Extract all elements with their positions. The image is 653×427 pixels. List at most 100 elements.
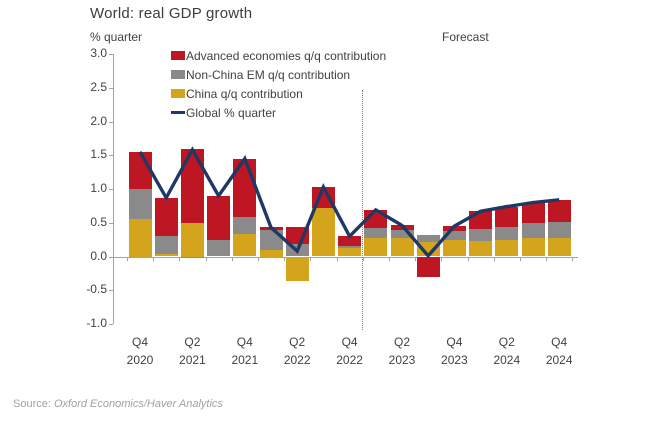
bar-advanced-q1-2023 xyxy=(364,209,388,229)
legend-item-china: China q/q contribution xyxy=(171,84,386,103)
x-axis-label-q4-2024: Q4 2024 xyxy=(545,335,573,367)
bar-advanced-q4-2024 xyxy=(547,199,571,223)
bar-advanced-q2-2022 xyxy=(285,226,309,244)
y-axis-tick-label-0.0: 0.0 xyxy=(90,248,107,263)
x-axis-tick xyxy=(284,256,286,261)
y-axis-tick-label-1.0: 1.0 xyxy=(90,181,107,195)
legend-label-non-china-em: Non-China EM q/q contribution xyxy=(186,67,351,82)
bar-china-q4-2023 xyxy=(442,240,466,257)
bar-advanced-q1-2021 xyxy=(154,197,178,237)
bar-non-china-em-q4-2022 xyxy=(338,246,362,249)
bar-non-china-em-q3-2021 xyxy=(207,240,231,257)
x-axis-label-q4-2021: Q4 2021 xyxy=(231,335,259,367)
bar-china-q2-2023 xyxy=(390,238,414,257)
y-axis-tick-label-3.0: 3.0 xyxy=(90,46,107,60)
bar-china-q3-2024 xyxy=(521,238,545,257)
bar-non-china-em-q4-2024 xyxy=(547,222,571,238)
x-axis-label-q2-2022: Q2 2022 xyxy=(283,335,311,367)
legend-line-global-icon xyxy=(171,111,185,114)
bar-advanced-q2-2023 xyxy=(390,225,414,231)
source-note: Source: Oxford Economics/Haver Analytics xyxy=(13,398,223,410)
y-axis-tick-label-0.5: 0.5 xyxy=(90,214,107,229)
bar-advanced-q3-2023 xyxy=(416,256,440,278)
x-axis-label-q4-2022: Q4 2022 xyxy=(336,335,363,367)
x-axis-tick xyxy=(179,256,181,261)
bar-advanced-q1-2024 xyxy=(469,211,493,229)
x-axis-tick xyxy=(153,256,155,261)
y-axis-tick xyxy=(109,87,113,89)
y-axis-tick xyxy=(109,189,113,190)
x-axis-tick xyxy=(310,256,312,261)
bar-china-q4-2021 xyxy=(233,234,257,257)
bar-china-q3-2022 xyxy=(311,207,335,257)
bar-non-china-em-q3-2023 xyxy=(416,234,440,243)
chart-title: World: real GDP growth xyxy=(90,5,253,22)
y-axis-unit-label: % quarter xyxy=(90,30,143,44)
bar-non-china-em-q2-2021 xyxy=(180,256,204,258)
y-axis-tick-label-1.5: 1.5 xyxy=(90,147,107,162)
x-axis-tick xyxy=(205,256,207,261)
bar-advanced-q4-2022 xyxy=(338,236,362,247)
x-axis-tick xyxy=(415,256,417,261)
bar-china-q4-2022 xyxy=(338,248,362,257)
bar-china-q4-2020 xyxy=(128,219,152,257)
bar-non-china-em-q4-2023 xyxy=(442,230,466,241)
y-axis-tick xyxy=(109,155,113,157)
x-axis-tick xyxy=(441,256,443,261)
bar-non-china-em-q4-2021 xyxy=(233,216,257,235)
bar-china-q1-2021 xyxy=(154,253,178,257)
x-axis-tick xyxy=(467,256,469,261)
x-axis-tick xyxy=(519,256,521,261)
x-axis-label-q2-2024: Q2 2024 xyxy=(493,335,521,367)
bar-advanced-q3-2024 xyxy=(521,202,545,223)
y-axis-tick-label-2.0: 2.0 xyxy=(90,113,107,128)
y-axis-tick-label-2.5: 2.5 xyxy=(90,79,107,94)
x-axis-tick xyxy=(572,256,574,261)
bar-non-china-em-q1-2024 xyxy=(469,228,493,241)
x-axis-tick xyxy=(546,256,548,261)
forecast-divider-line xyxy=(361,90,363,330)
legend-label-advanced: Advanced economies q/q contribution xyxy=(186,48,387,63)
x-axis-tick xyxy=(336,256,338,261)
bar-advanced-q2-2024 xyxy=(495,206,519,228)
y-axis-tick xyxy=(109,324,113,325)
bar-china-q3-2023 xyxy=(416,242,440,257)
x-axis-label-q4-2020: Q4 2020 xyxy=(126,335,154,367)
bar-non-china-em-q2-2022 xyxy=(285,243,309,257)
bar-china-q4-2024 xyxy=(547,237,571,257)
bar-china-q1-2024 xyxy=(469,240,493,257)
bar-advanced-q2-2021 xyxy=(180,148,204,223)
bar-advanced-q4-2023 xyxy=(442,226,466,231)
y-axis-tick xyxy=(109,54,113,55)
x-axis-label-q2-2021: Q2 2021 xyxy=(179,335,206,367)
bar-china-q2-2024 xyxy=(495,240,519,257)
y-axis-tick-label--0.5: -0.5 xyxy=(86,282,107,297)
y-axis-tick xyxy=(109,256,113,258)
legend-item-non-china-em: Non-China EM q/q contribution xyxy=(171,65,386,84)
x-axis-tick xyxy=(362,256,364,261)
x-axis-tick xyxy=(257,256,259,261)
bar-advanced-q3-2022 xyxy=(311,186,335,208)
x-axis-tick xyxy=(231,256,233,261)
bar-non-china-em-q2-2024 xyxy=(495,227,519,241)
x-axis-label-q2-2023: Q2 2023 xyxy=(388,335,416,367)
x-axis-tick xyxy=(126,256,128,261)
bar-china-q1-2022 xyxy=(259,249,283,257)
bar-non-china-em-q1-2023 xyxy=(364,228,388,238)
bar-non-china-em-q1-2021 xyxy=(154,236,178,254)
legend-label-china: China q/q contribution xyxy=(186,86,303,101)
legend-item-advanced: Advanced economies q/q contribution xyxy=(171,46,386,65)
legend-swatch-china-icon xyxy=(171,89,185,98)
x-axis-tick xyxy=(388,256,390,261)
source-prefix: Source: xyxy=(13,398,54,410)
bar-advanced-q1-2022 xyxy=(259,227,283,231)
bar-advanced-q4-2020 xyxy=(128,151,152,189)
legend-swatch-non-china-em-icon xyxy=(171,70,185,79)
bar-non-china-em-q3-2024 xyxy=(521,222,545,239)
bar-china-q2-2022 xyxy=(285,256,309,281)
forecast-label: Forecast xyxy=(442,30,489,44)
legend-label-global: Global % quarter xyxy=(186,105,277,120)
legend: Advanced economies q/q contribution Non-… xyxy=(171,46,386,122)
bar-non-china-em-q1-2022 xyxy=(259,230,283,250)
